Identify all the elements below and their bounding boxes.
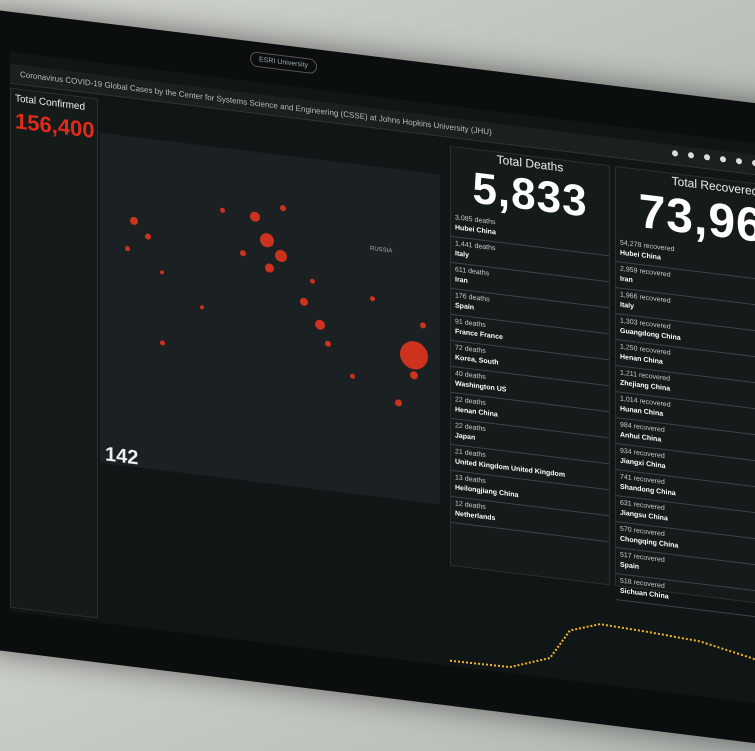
case-marker[interactable] [260, 232, 274, 249]
dashboard-screen: Coronavirus COVID-19 Global Cases by the… [10, 51, 755, 710]
item-place: Hubei China [620, 249, 661, 262]
case-marker[interactable] [280, 204, 286, 212]
case-marker[interactable] [200, 305, 204, 310]
recovered-list[interactable]: 54,278 recovered Hubei China 2,959 recover… [616, 236, 755, 625]
item-count: 12 deaths [455, 500, 486, 512]
case-marker[interactable] [300, 297, 308, 307]
item-place: Henan China [455, 406, 498, 419]
deaths-panel: Total Deaths 5,833 3,085 deaths Hubei Chi… [450, 145, 610, 586]
case-marker[interactable] [130, 216, 138, 226]
item-place: Spain [455, 302, 475, 312]
item-count: 91 deaths [455, 318, 486, 330]
deaths-list[interactable]: 3,085 deaths Hubei China 1,441 deaths Italy… [451, 210, 609, 543]
item-count: 72 deaths [455, 344, 486, 356]
item-place: Jiangxi China [620, 457, 666, 471]
case-marker[interactable] [145, 233, 151, 240]
monitor: ESRI University Coronavirus COVID-19 Glo… [0, 8, 755, 751]
item-place: Chongqing China [620, 535, 679, 550]
case-marker[interactable] [310, 278, 315, 285]
item-place: Hubei China [455, 224, 496, 237]
case-marker[interactable] [275, 249, 287, 263]
item-count: 611 deaths [455, 266, 490, 278]
item-place: Italy [455, 250, 470, 260]
item-count: 22 deaths [455, 422, 486, 434]
item-place: Hunan China [620, 405, 664, 418]
case-marker[interactable] [220, 207, 225, 214]
item-place: Henan China [620, 353, 663, 366]
case-marker[interactable] [240, 249, 246, 257]
case-marker[interactable] [315, 319, 325, 331]
case-marker[interactable] [250, 211, 260, 223]
item-place: Iran [455, 276, 468, 285]
item-place: Netherlands [455, 510, 496, 523]
item-place: Italy [620, 301, 635, 311]
item-place: Shandong China [620, 483, 676, 498]
case-marker[interactable] [160, 340, 165, 346]
countries-count: 142 [105, 443, 139, 470]
item-place: Spain [620, 561, 640, 571]
case-marker[interactable] [160, 270, 164, 275]
case-marker[interactable] [350, 373, 355, 380]
chart-line [450, 623, 755, 674]
case-marker[interactable] [125, 245, 130, 252]
item-place: Washington US [455, 380, 507, 394]
item-count: 13 deaths [455, 474, 486, 486]
recovered-panel: Total Recovered 73,968 54,278 recovered H… [615, 165, 755, 625]
case-marker[interactable] [420, 322, 426, 329]
item-place: Heilongjiang China [455, 484, 519, 500]
item-count: 22 deaths [455, 396, 486, 408]
item-place: Guangdong China [620, 327, 681, 343]
case-marker[interactable] [400, 339, 428, 372]
item-place: Korea, South [455, 354, 499, 367]
world-map[interactable]: RUSSIA [100, 132, 440, 505]
map-label-russia: RUSSIA [370, 245, 393, 255]
item-place: Anhui China [620, 431, 662, 444]
item-place: Japan [455, 432, 476, 442]
webcam-logo: ESRI University [250, 51, 318, 75]
item-place: Iran [620, 275, 633, 285]
item-count: 21 deaths [455, 448, 486, 460]
item-place: France France [455, 328, 503, 342]
case-marker[interactable] [325, 340, 331, 348]
case-marker[interactable] [370, 295, 375, 302]
confirmed-panel: Total Confirmed 156,400 [10, 87, 98, 619]
case-marker[interactable] [265, 262, 274, 274]
case-marker[interactable] [410, 370, 418, 380]
item-count: 40 deaths [455, 370, 486, 382]
extension-icons[interactable] [672, 149, 755, 170]
case-marker[interactable] [395, 398, 402, 407]
item-count: 176 deaths [455, 292, 490, 304]
